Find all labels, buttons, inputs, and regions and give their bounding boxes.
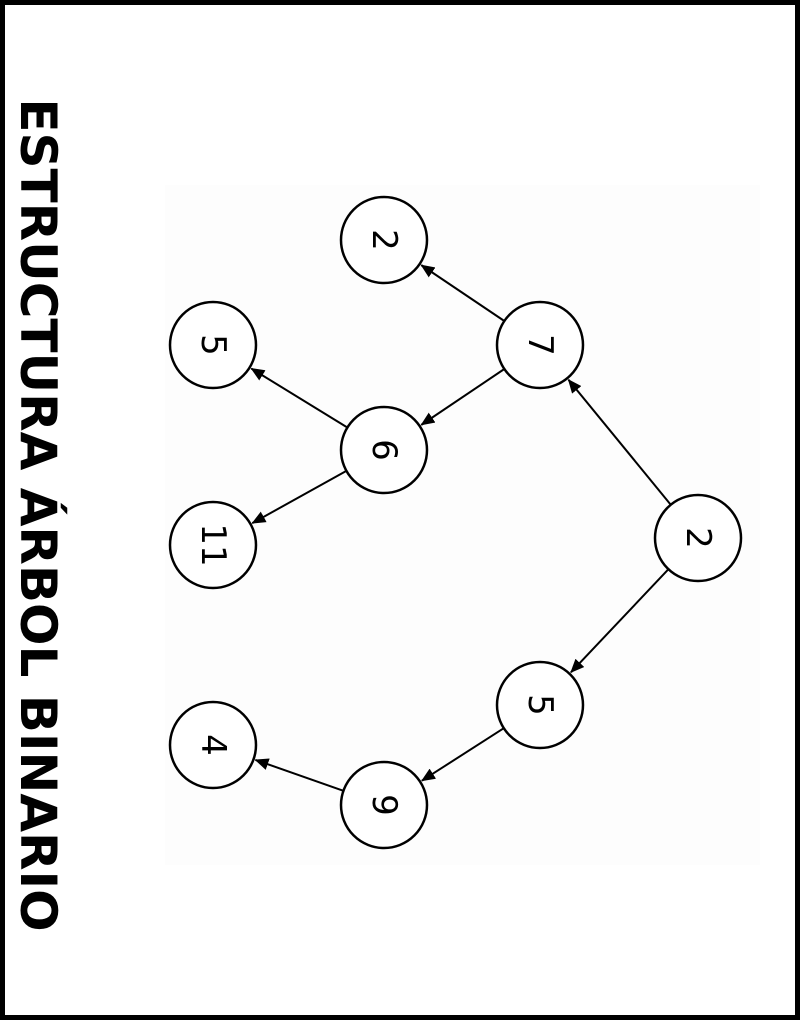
tree-node: 9 [339, 760, 429, 850]
node-circle [339, 195, 429, 285]
node-circle [339, 760, 429, 850]
node-value: 9 [364, 794, 404, 816]
tree-node: 6 [339, 405, 429, 495]
edge-arrow [420, 264, 505, 322]
node-value: 2 [364, 229, 404, 251]
node-value: 4 [193, 734, 233, 756]
tree-node: 2 [653, 493, 743, 583]
node-value: 5 [520, 694, 560, 716]
tree-node: 5 [495, 660, 585, 750]
node-value: 7 [520, 334, 560, 356]
tree-nodes: 2 7 5 2 6 9 5 11 4 [168, 195, 743, 850]
node-value: 6 [364, 439, 404, 461]
node-circle [495, 660, 585, 750]
node-circle [168, 700, 258, 790]
tree-edges [250, 264, 672, 792]
node-value: 5 [193, 334, 233, 356]
node-circle [168, 500, 258, 590]
tree-node: 7 [495, 300, 585, 390]
node-value: 11 [193, 523, 233, 566]
tree-node: 5 [168, 300, 258, 390]
node-circle [339, 405, 429, 495]
binary-tree-diagram: 2 7 5 2 6 9 5 11 4 [168, 195, 743, 850]
edge-arrow [250, 367, 348, 429]
edge-arrow [570, 568, 670, 674]
edge-arrow [254, 758, 344, 792]
node-circle [495, 300, 585, 390]
node-circle [653, 493, 743, 583]
tree-node: 11 [168, 500, 258, 590]
node-value: 2 [678, 527, 718, 549]
edge-arrow [567, 379, 672, 506]
edge-arrow [421, 727, 505, 782]
edge-arrow [420, 368, 505, 426]
tree-node: 2 [339, 195, 429, 285]
edge-arrow [251, 470, 347, 525]
node-circle [168, 300, 258, 390]
tree-node: 4 [168, 700, 258, 790]
